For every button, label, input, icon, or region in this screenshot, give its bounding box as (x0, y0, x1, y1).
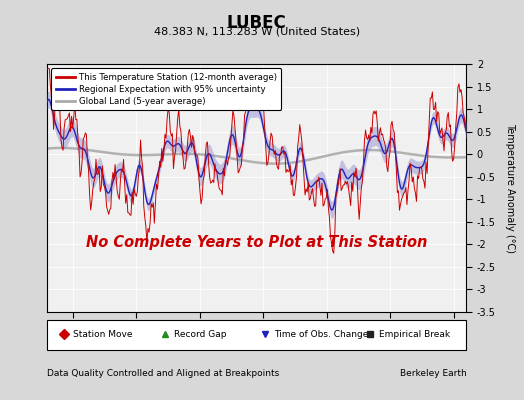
Text: 48.383 N, 113.283 W (United States): 48.383 N, 113.283 W (United States) (154, 26, 360, 36)
Text: LUBEC: LUBEC (227, 14, 287, 32)
Text: No Complete Years to Plot at This Station: No Complete Years to Plot at This Statio… (86, 235, 428, 250)
Text: Record Gap: Record Gap (174, 330, 226, 339)
Text: Station Move: Station Move (73, 330, 133, 339)
Y-axis label: Temperature Anomaly (°C): Temperature Anomaly (°C) (505, 123, 515, 253)
FancyBboxPatch shape (47, 320, 466, 350)
Text: Berkeley Earth: Berkeley Earth (400, 369, 466, 378)
Text: Time of Obs. Change: Time of Obs. Change (275, 330, 369, 339)
Legend: This Temperature Station (12-month average), Regional Expectation with 95% uncer: This Temperature Station (12-month avera… (51, 68, 281, 110)
Text: Empirical Break: Empirical Break (379, 330, 450, 339)
Text: Data Quality Controlled and Aligned at Breakpoints: Data Quality Controlled and Aligned at B… (47, 369, 279, 378)
